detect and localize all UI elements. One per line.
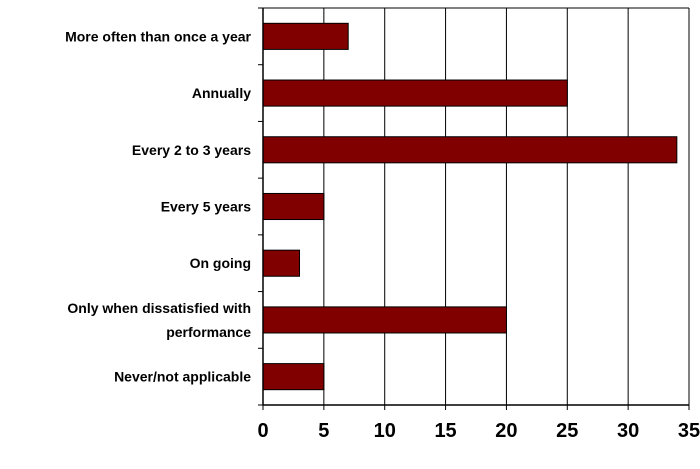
x-tick-label: 30 xyxy=(617,420,639,442)
axes xyxy=(258,7,690,410)
category-label: On going xyxy=(190,255,251,271)
category-label: Every 5 years xyxy=(161,199,252,215)
gridlines xyxy=(263,7,690,405)
x-tick-label: 0 xyxy=(257,420,268,442)
bar xyxy=(262,22,349,50)
x-tick-label: 25 xyxy=(556,420,578,442)
bars xyxy=(262,22,678,391)
bar xyxy=(262,306,507,334)
category-label-line: Every 2 to 3 years xyxy=(132,142,251,158)
category-label: More often than once a year xyxy=(65,28,251,44)
category-label: Annually xyxy=(192,85,251,101)
category-label: Every 2 to 3 years xyxy=(132,142,251,158)
category-label: Never/not applicable xyxy=(114,369,251,385)
category-label-line: On going xyxy=(190,255,251,271)
category-label-line: Annually xyxy=(192,85,251,101)
category-label-line: Only when dissatisfied with xyxy=(67,300,251,316)
category-label: Only when dissatisfied with performance xyxy=(67,300,251,340)
category-label-line: Every 5 years xyxy=(161,199,252,215)
x-tick-label: 35 xyxy=(678,420,700,442)
x-tick-label: 15 xyxy=(434,420,456,442)
category-label-line: More often than once a year xyxy=(65,28,251,44)
category-label-line: performance xyxy=(166,324,251,340)
bar xyxy=(262,192,325,221)
bar xyxy=(262,79,568,107)
category-labels: More often than once a year Annually Every… xyxy=(65,28,251,384)
x-tick-label: 10 xyxy=(374,420,396,442)
x-tick-label: 5 xyxy=(318,420,329,442)
bar xyxy=(262,136,678,164)
category-label-line: Never/not applicable xyxy=(114,369,251,385)
bar xyxy=(262,249,301,277)
x-tick-labels: 0 5 10 15 20 25 30 35 xyxy=(257,420,700,442)
bar xyxy=(262,363,325,391)
x-tick-label: 20 xyxy=(495,420,517,442)
